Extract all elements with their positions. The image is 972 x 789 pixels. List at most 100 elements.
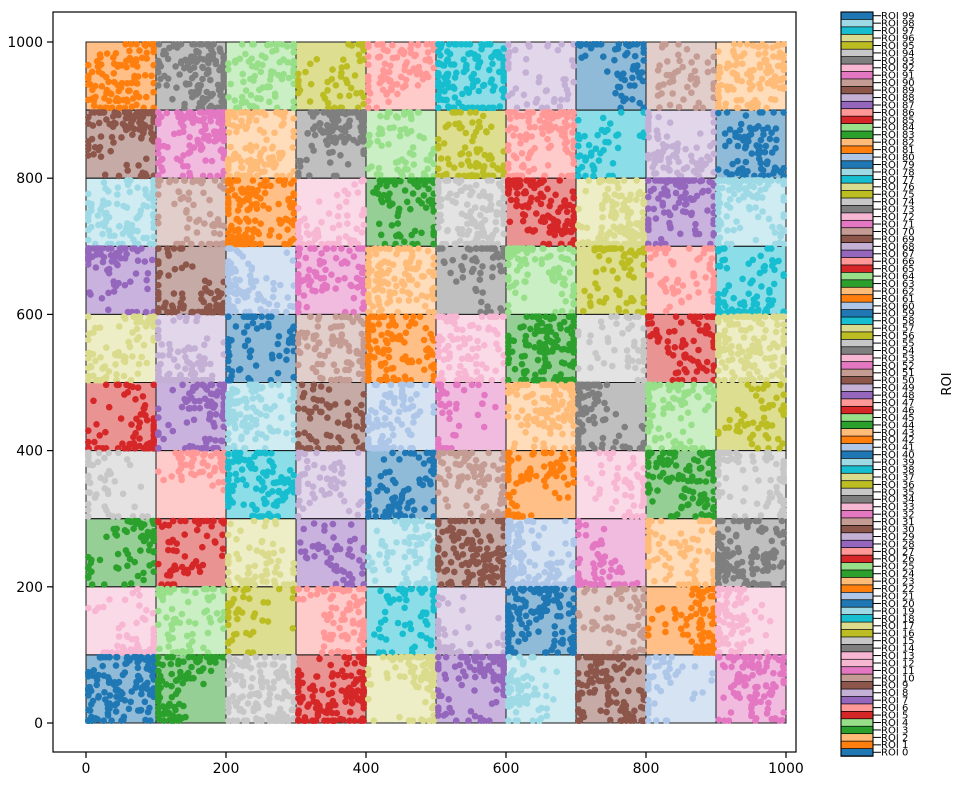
legend-swatch (840, 138, 874, 147)
legend-label: ROI 21 (881, 591, 915, 602)
legend-label: ROI 86 (881, 108, 915, 119)
scatter-cell-8-4 (371, 585, 438, 656)
legend-swatch (840, 309, 874, 318)
legend-swatch (840, 41, 874, 50)
legend-swatch (840, 33, 874, 43)
legend-label: ROI 6 (881, 703, 908, 714)
legend-label: ROI 7 (881, 696, 908, 707)
legend-swatch (840, 123, 874, 132)
scatter-cell-6-1 (155, 449, 227, 494)
scatter-cell-0-8 (654, 41, 717, 112)
legend-label: ROI 75 (881, 190, 915, 201)
y-tick-label: 0 (34, 716, 43, 732)
legend-label: ROI 85 (881, 115, 915, 126)
legend-swatch (840, 108, 874, 117)
scatter-cell-2-6 (505, 177, 577, 248)
legend-swatch (840, 115, 874, 125)
legend-label: ROI 66 (881, 257, 915, 268)
legend-label: ROI 59 (881, 309, 915, 320)
legend-swatch (840, 696, 874, 705)
legend-swatch (840, 227, 874, 236)
legend-label: ROI 44 (881, 420, 915, 431)
scatter-cell-5-8 (645, 381, 717, 452)
scatter-cell-9-6 (505, 653, 560, 724)
legend-label: ROI 97 (881, 26, 915, 37)
scatter-cell-5-3 (295, 381, 368, 452)
legend-label: ROI 64 (881, 272, 915, 283)
legend-label: ROI 47 (881, 398, 915, 409)
legend-axis-label: ROI (940, 372, 955, 395)
legend-label: ROI 67 (881, 249, 915, 260)
legend-label: ROI 72 (881, 212, 915, 223)
legend-label: ROI 55 (881, 338, 915, 349)
legend-swatch (840, 175, 874, 184)
scatter-cell-1-1 (155, 109, 227, 180)
legend-swatch (840, 450, 874, 460)
legend-label: ROI 17 (881, 621, 915, 632)
scatter-cell-1-6 (505, 109, 577, 180)
legend-swatch (840, 286, 874, 296)
legend-label: ROI 48 (881, 391, 915, 402)
x-tick-label: 800 (633, 761, 660, 777)
legend-swatch (840, 130, 874, 140)
scatter-cell-4-7 (575, 313, 647, 384)
legend-label: ROI 92 (881, 63, 915, 74)
scatter-cell-9-2 (225, 653, 298, 724)
legend-swatch (840, 577, 874, 586)
legend-swatch (840, 703, 874, 713)
scatter-cell-4-4 (365, 313, 438, 384)
legend-label: ROI 2 (881, 733, 908, 744)
legend-swatch (840, 510, 874, 519)
legend-swatch (840, 346, 874, 355)
legend-swatch (840, 718, 874, 727)
legend-swatch (840, 629, 874, 638)
scatter-cell-1-3 (295, 109, 368, 180)
legend-swatch (840, 279, 874, 289)
scatter-cell-8-6 (505, 585, 577, 656)
legend-label: ROI 57 (881, 324, 915, 335)
legend-swatch (840, 212, 874, 222)
legend-swatch (840, 517, 874, 527)
legend-label: ROI 37 (881, 472, 915, 483)
legend-label: ROI 68 (881, 242, 915, 253)
scatter-cell-7-6 (505, 517, 577, 588)
legend-swatch (840, 264, 874, 274)
scatter-cell-2-7 (575, 177, 647, 248)
legend-swatch (840, 748, 874, 757)
legend-swatch (840, 391, 874, 400)
legend-label: ROI 58 (881, 316, 915, 327)
scatter-cell-4-9 (715, 313, 787, 384)
legend-swatch (840, 636, 874, 646)
legend-swatch (840, 584, 874, 594)
legend-label: ROI 63 (881, 279, 915, 290)
scatter-cell-5-7 (575, 381, 647, 452)
y-tick-label: 400 (16, 444, 43, 460)
scatter-cell-8-9 (715, 585, 774, 656)
legend-label: ROI 22 (881, 584, 915, 595)
scatter-cell-0-4 (365, 41, 438, 112)
scatter-cell-7-0 (85, 517, 157, 588)
scatter-cell-7-7 (575, 517, 641, 588)
scatter-cell-6-3 (295, 449, 365, 520)
scatter-cell-7-2 (225, 517, 298, 588)
legend-swatch (840, 562, 874, 571)
legend-swatch (840, 48, 874, 58)
legend-label: ROI 28 (881, 539, 915, 550)
axes-frame (52, 11, 797, 753)
legend-swatch (840, 249, 874, 259)
legend-label: ROI 34 (881, 495, 915, 506)
scatter-cell-4-0 (85, 313, 157, 384)
legend-swatch (840, 644, 874, 653)
legend-label: ROI 27 (881, 547, 915, 558)
legend-swatch (840, 294, 874, 303)
legend-label: ROI 43 (881, 428, 915, 439)
legend-swatch (840, 458, 874, 467)
legend-swatch (840, 376, 874, 385)
scatter-cell-3-6 (505, 245, 577, 316)
scatter-cell-2-5 (435, 177, 508, 248)
legend-frame (840, 11, 874, 757)
legend-label: ROI 49 (881, 383, 915, 394)
x-tick-label: 600 (493, 761, 520, 777)
legend-label: ROI 32 (881, 510, 915, 521)
